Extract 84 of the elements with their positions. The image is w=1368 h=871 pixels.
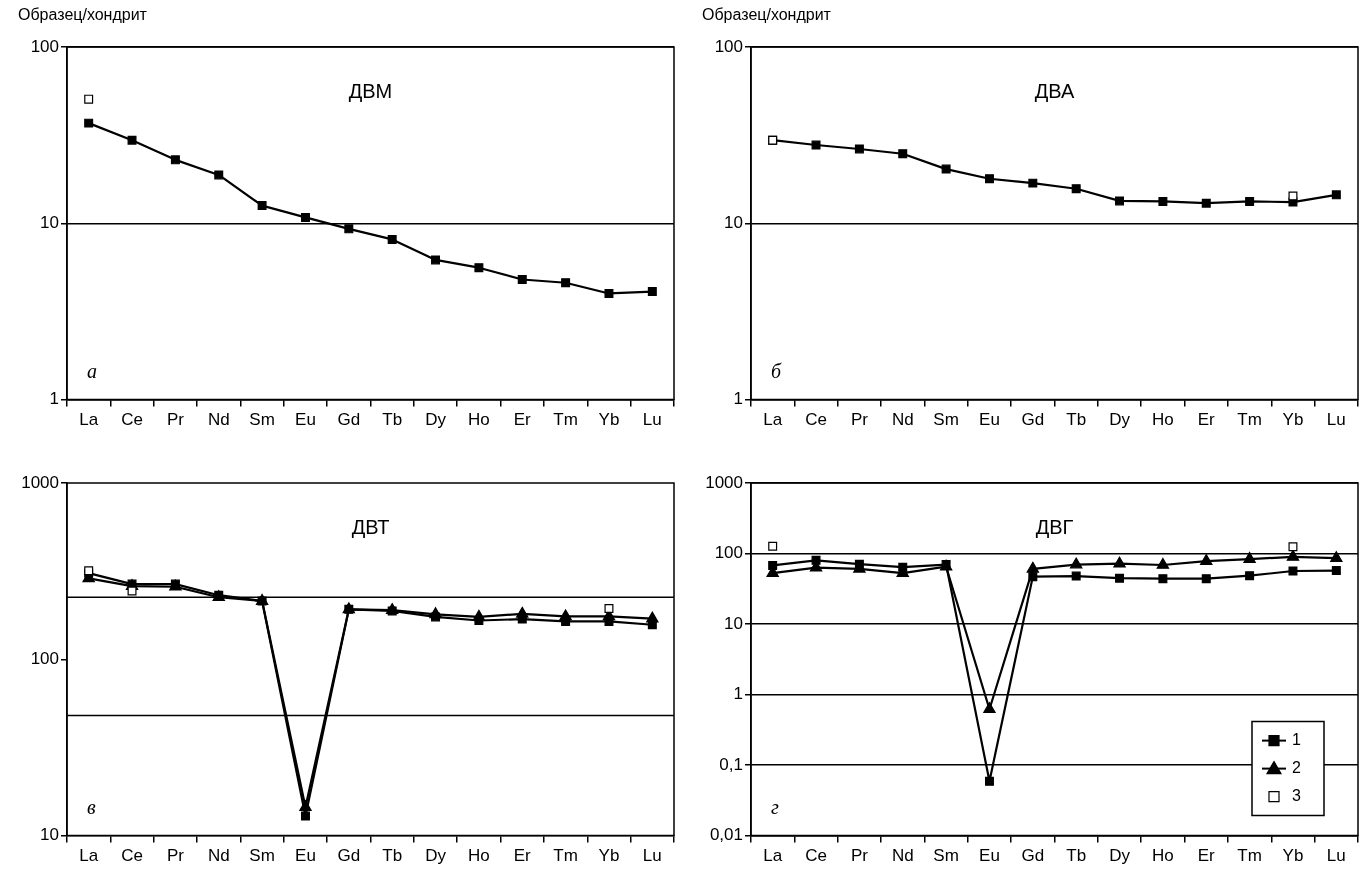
annotation: г — [771, 795, 779, 818]
x-tick-label: Yb — [598, 846, 620, 866]
y-tick-label: 100 — [714, 543, 743, 563]
annotation: б — [771, 359, 782, 382]
x-tick-label: Gd — [1021, 846, 1045, 866]
x-tick-label: Tb — [1066, 410, 1087, 430]
x-tick-label: Ho — [468, 846, 490, 866]
x-tick-label: Yb — [598, 410, 620, 430]
x-tick-label: Ce — [121, 846, 143, 866]
text: ДВГ — [1035, 515, 1074, 538]
x-tick-label: Lu — [1326, 846, 1346, 866]
legend-label: 1 — [1292, 731, 1301, 749]
y-tick-label: 10 — [724, 613, 743, 633]
x-tick-label: Ho — [1152, 846, 1174, 866]
x-tick-label: Eu — [979, 410, 1000, 430]
x-tick-label: Tb — [382, 846, 403, 866]
x-tick-label: Nd — [207, 846, 230, 866]
x-tick-label: Ce — [121, 410, 143, 430]
x-tick-label: Pr — [166, 846, 185, 866]
x-tick-label: Gd — [337, 410, 361, 430]
y-axis-title: Образец/хондрит — [18, 6, 148, 23]
x-tick-label: Er — [1197, 846, 1216, 866]
x-tick-label: Sm — [249, 410, 275, 430]
y-tick-label: 0,1 — [719, 754, 743, 774]
x-tick-label: Dy — [425, 846, 447, 866]
y-tick-label: 1 — [49, 389, 59, 409]
x-tick-label: Ce — [805, 410, 827, 430]
x-tick-label: La — [79, 410, 99, 430]
y-tick-label: 0,01 — [709, 825, 743, 845]
x-tick-label: Nd — [891, 846, 914, 866]
x-tick-label: Sm — [933, 410, 959, 430]
y-tick-label: 1000 — [705, 472, 743, 492]
y-tick-label: 100 — [30, 36, 59, 56]
y-tick-label: 1 — [733, 389, 743, 409]
x-tick-label: Lu — [1326, 410, 1346, 430]
x-tick-label: Dy — [425, 410, 447, 430]
text: ДВТ — [351, 515, 390, 538]
x-tick-label: Er — [513, 410, 532, 430]
x-tick-label: Pr — [166, 410, 185, 430]
y-tick-label: 10 — [724, 212, 743, 232]
x-tick-label: Lu — [642, 410, 662, 430]
x-tick-label: Ho — [1152, 410, 1174, 430]
x-tick-label: Yb — [1282, 410, 1304, 430]
y-tick-label: 100 — [30, 648, 59, 668]
x-tick-label: Sm — [933, 846, 959, 866]
x-tick-label: Lu — [642, 846, 662, 866]
y-axis-title: Образец/хондрит — [702, 6, 832, 23]
x-tick-label: Eu — [295, 410, 316, 430]
x-tick-label: Tb — [382, 410, 403, 430]
x-tick-label: Eu — [979, 846, 1000, 866]
x-tick-label: La — [763, 410, 783, 430]
x-tick-label: Tm — [553, 410, 578, 430]
y-tick-label: 10 — [40, 825, 59, 845]
x-tick-label: Sm — [249, 846, 275, 866]
x-tick-label: Tm — [1237, 846, 1262, 866]
x-tick-label: La — [79, 846, 99, 866]
x-tick-label: Gd — [337, 846, 361, 866]
legend-label: 3 — [1292, 787, 1301, 805]
x-tick-label: Yb — [1282, 846, 1304, 866]
annotation: в — [87, 795, 96, 818]
y-tick-label: 10 — [40, 212, 59, 232]
x-tick-label: La — [763, 846, 783, 866]
x-tick-label: Nd — [891, 410, 914, 430]
x-tick-label: Nd — [207, 410, 230, 430]
x-tick-label: Tm — [1237, 410, 1262, 430]
y-tick-label: 100 — [714, 36, 743, 56]
x-tick-label: Eu — [295, 846, 316, 866]
x-tick-label: Pr — [850, 410, 869, 430]
x-tick-label: Tb — [1066, 846, 1087, 866]
annotation: а — [87, 359, 97, 382]
x-tick-label: Dy — [1109, 846, 1131, 866]
x-tick-label: Er — [513, 846, 532, 866]
text: ДВА — [1034, 79, 1075, 102]
x-tick-label: Dy — [1109, 410, 1131, 430]
y-tick-label: 1000 — [21, 472, 59, 492]
x-tick-label: Pr — [850, 846, 869, 866]
x-tick-label: Ce — [805, 846, 827, 866]
y-tick-label: 1 — [733, 684, 743, 704]
x-tick-label: Tm — [553, 846, 578, 866]
x-tick-label: Gd — [1021, 410, 1045, 430]
x-tick-label: Ho — [468, 410, 490, 430]
x-tick-label: Er — [1197, 410, 1216, 430]
legend-label: 2 — [1292, 759, 1301, 777]
text: ДВМ — [348, 79, 393, 102]
